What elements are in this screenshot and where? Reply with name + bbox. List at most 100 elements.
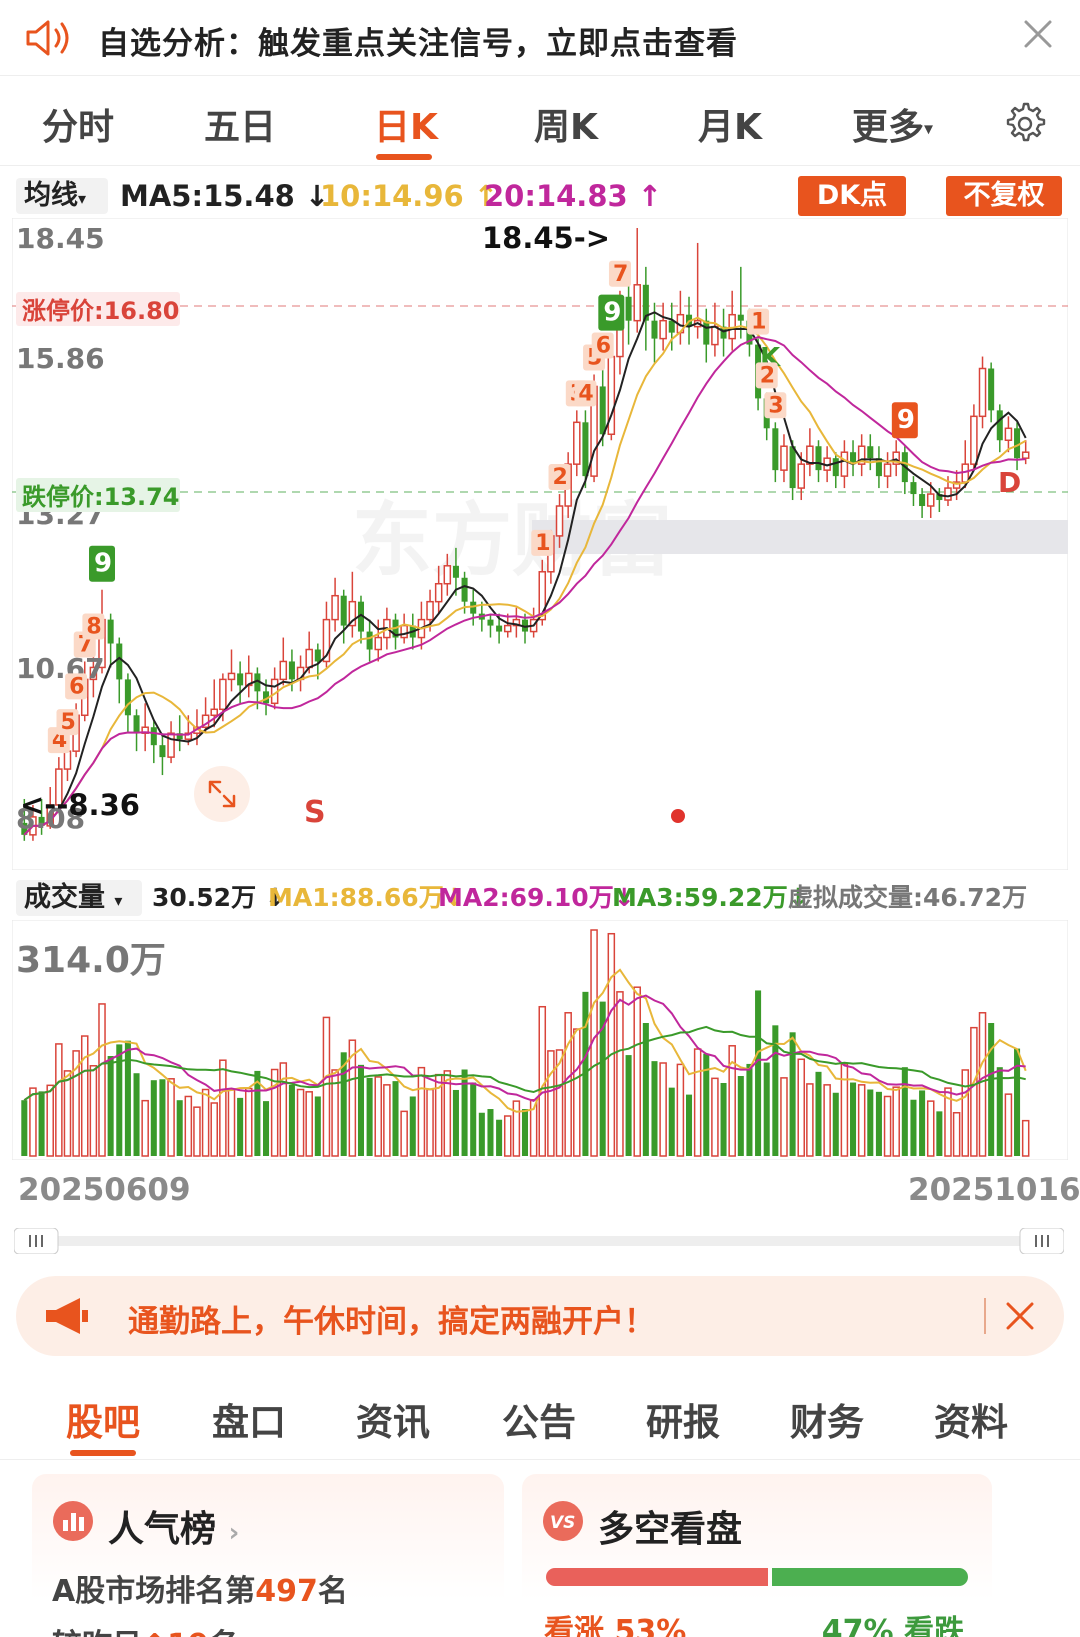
volume-bar (98, 1003, 106, 1157)
popularity-card[interactable]: 人气榜 › A股市场排名第497名 较昨日↑19名 (32, 1474, 504, 1637)
tab-monthly-k[interactable]: 月K (698, 107, 762, 148)
volume-bar (503, 1115, 512, 1157)
candle (89, 666, 98, 681)
close-icon[interactable] (1000, 1296, 1040, 1336)
volume-bar (668, 1087, 675, 1156)
notice-text[interactable]: 自选分析：触发重点关注信号，立即点击查看 (98, 26, 738, 62)
volume-bar (237, 1097, 244, 1156)
notice-bar[interactable]: 自选分析：触发重点关注信号，立即点击查看 (0, 0, 1080, 76)
slider-left-handle[interactable] (14, 1228, 59, 1254)
megaphone-icon (46, 1298, 88, 1334)
bear-label: 47% 看跌 (821, 1614, 964, 1637)
candle (305, 648, 313, 669)
candle (237, 673, 244, 686)
tab-more[interactable]: 更多▾ (852, 98, 933, 150)
tab-weekly-k[interactable]: 周K (534, 107, 598, 148)
candle (944, 487, 952, 501)
volume-bar (711, 1077, 719, 1157)
low-annotation: <--8.36 (20, 788, 140, 822)
ma-selector[interactable]: 均线▾ (16, 178, 108, 214)
tab-finance[interactable]: 财务 (790, 1401, 864, 1444)
volume-bar (970, 1026, 978, 1157)
candle (772, 428, 779, 471)
candle (461, 577, 468, 602)
td-badge-number: 1 (535, 531, 550, 556)
td-sequence-markers: 456783456712312999 (47, 260, 918, 753)
close-icon[interactable] (1018, 14, 1058, 54)
tab-intraday[interactable]: 分时 (42, 107, 115, 148)
candle (780, 445, 788, 471)
chevron-right-icon: › (228, 1518, 240, 1548)
tab-five-day[interactable]: 五日 (204, 107, 277, 148)
candle (322, 618, 331, 663)
promo-banner[interactable]: 通勤路上，午休时间，搞定两融开户！ (16, 1276, 1064, 1356)
candle (116, 643, 123, 680)
td-nine-number: 9 (897, 405, 915, 435)
volume-bar (961, 1069, 970, 1157)
candle (789, 446, 796, 489)
ma-lines-group (23, 311, 1027, 836)
candle (555, 505, 564, 537)
volume-bar (867, 1089, 874, 1156)
tab-guba[interactable]: 股吧 (66, 1401, 140, 1444)
vol-ma2: MA2:69.10万↓ (438, 883, 635, 912)
td-nine-badge (891, 402, 918, 439)
ma10-line (23, 316, 1027, 836)
limit-down-text: 跌停价:13.74 (22, 483, 180, 511)
volume-chart[interactable]: 314.0万 (12, 920, 1068, 1160)
candle (642, 284, 649, 321)
candle (988, 368, 995, 411)
candle (63, 750, 72, 770)
ma10-text: 10:14.96 (320, 179, 464, 213)
candle (227, 672, 236, 681)
volume-bar (944, 1087, 952, 1157)
volume-bar (901, 1067, 908, 1156)
candle (21, 822, 28, 835)
volume-bar (167, 1078, 175, 1157)
slider-right-handle[interactable] (1019, 1228, 1064, 1254)
volume-bar (659, 1062, 667, 1157)
volume-bar (883, 1095, 892, 1157)
volume-bar (417, 1066, 426, 1157)
candle (875, 458, 882, 477)
volume-bar (159, 1079, 166, 1156)
volume-bar (512, 1100, 521, 1157)
no-adjust-button[interactable]: 不复权 (946, 176, 1062, 216)
tab-profile[interactable]: 资料 (934, 1401, 1008, 1444)
event-dot[interactable] (671, 809, 685, 823)
volume-bar (633, 986, 641, 1157)
gear-icon[interactable] (1000, 100, 1048, 148)
volume-bar (443, 1070, 452, 1157)
change-prefix: 较昨日 (52, 1628, 142, 1637)
tab-research[interactable]: 研报 (646, 1401, 720, 1444)
promo-text[interactable]: 通勤路上，午休时间，搞定两融开户！ (128, 1304, 655, 1340)
candle (314, 649, 321, 662)
td-nine-number: 9 (603, 298, 621, 328)
volume-max-label: 314.0万 (16, 940, 166, 981)
tab-announcements[interactable]: 公告 (502, 1401, 576, 1444)
dk-point-button[interactable]: DK点 (798, 176, 906, 216)
ma20-line (23, 336, 1026, 836)
volume-bar (746, 1063, 753, 1156)
candle (434, 582, 443, 603)
range-slider[interactable] (14, 1228, 1064, 1254)
vol-ma1: MA1:88.66万↓ (268, 883, 465, 912)
support-zone (532, 520, 1068, 554)
volume-bar (703, 1053, 710, 1156)
candle (288, 661, 295, 680)
volume-indicator-bar: 成交量 ▾ 30.52万 ↓ MA1:88.66万↓ MA2:69.10万↓ M… (14, 878, 1064, 918)
volume-selector[interactable]: 成交量 ▾ (16, 880, 142, 916)
tab-news[interactable]: 资讯 (356, 1401, 430, 1444)
promo-divider (984, 1298, 986, 1334)
bull-bar (546, 1568, 768, 1586)
tab-daily-k[interactable]: 日K (374, 107, 438, 148)
vol-ma2-text: MA2:69.10万 (438, 883, 614, 912)
tab-pankou[interactable]: 盘口 (212, 1401, 286, 1444)
kline-chart[interactable]: 东方财富 18.45 15.86 13.27 10.67 8.08 涨停价:16… (12, 218, 1068, 870)
expand-icon[interactable] (194, 766, 250, 822)
bull-bear-card[interactable]: VS 多空看盘 看涨 53% 47% 看跌 (522, 1474, 992, 1637)
candle (374, 636, 383, 651)
candle (443, 565, 452, 585)
volume-bar (38, 1091, 45, 1156)
td-badge (591, 332, 614, 359)
